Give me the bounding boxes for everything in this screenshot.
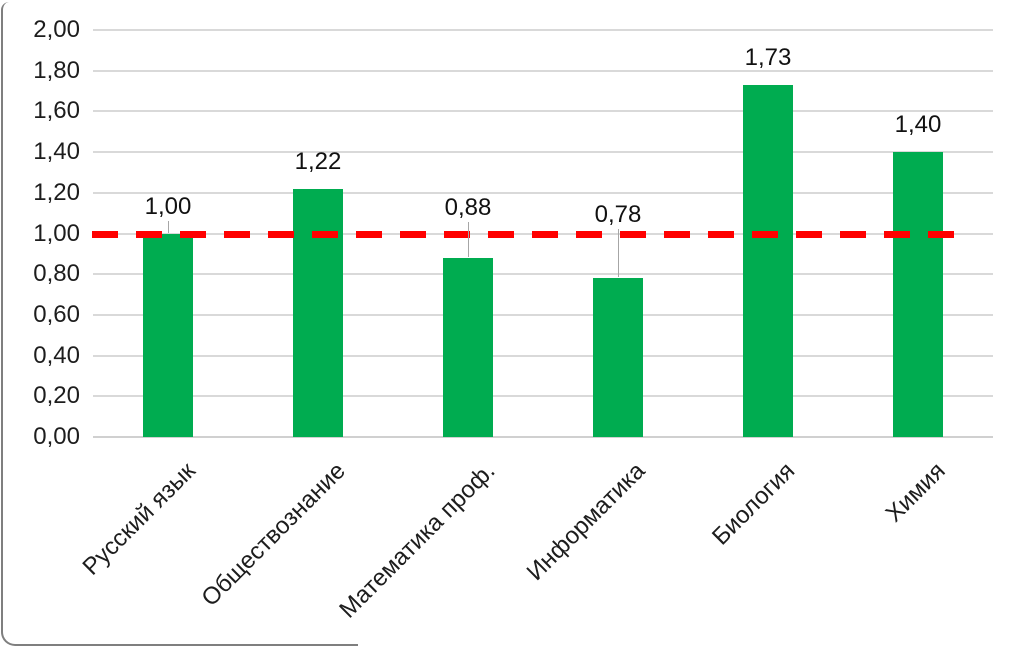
y-tick-label: 0,40: [33, 341, 80, 369]
y-tick-label: 1,40: [33, 138, 80, 166]
bar-value-label: 1,73: [744, 43, 792, 71]
bar-value-label: 0,78: [594, 201, 642, 228]
bar-value-label: 1,22: [294, 147, 342, 175]
gridline: [93, 69, 993, 72]
gridline: [93, 110, 993, 113]
gridline: [93, 29, 993, 31]
y-tick-label: 0,00: [33, 423, 80, 450]
gridline: [93, 273, 993, 276]
bar: [593, 278, 643, 437]
leader-line: [468, 222, 469, 257]
leader-line: [168, 221, 169, 233]
y-tick-label: 0,80: [33, 260, 80, 288]
gridline: [93, 191, 993, 194]
x-category-label: Химия: [880, 457, 951, 528]
y-tick-label: 1,00: [33, 219, 80, 247]
bar: [443, 257, 493, 437]
y-tick-label: 0,60: [33, 300, 80, 328]
bar: [143, 233, 193, 437]
bar: [293, 188, 343, 437]
bar: [743, 84, 793, 437]
x-category-label: Обществознание: [195, 457, 351, 612]
y-tick-label: 0,20: [33, 382, 80, 410]
y-tick-label: 1,80: [33, 56, 80, 84]
gridline: [93, 395, 993, 398]
y-tick-label: 1,20: [33, 178, 80, 206]
bar: [893, 152, 943, 437]
x-category-label: Информатика: [521, 457, 651, 587]
y-tick-label: 1,60: [33, 97, 80, 125]
gridline: [93, 151, 993, 154]
reference-line: [92, 230, 972, 238]
x-axis-line: [93, 436, 993, 438]
x-category-label: Биология: [707, 457, 801, 551]
bar-value-label: 1,40: [894, 111, 942, 139]
x-category-label: Русский язык: [77, 457, 201, 581]
y-tick-label: 2,00: [33, 16, 80, 43]
bar-value-label: 1,00: [144, 193, 192, 220]
x-category-label: Математика проф.: [334, 457, 501, 624]
gridline: [93, 313, 993, 316]
bar-value-label: 0,88: [444, 194, 492, 221]
leader-line: [618, 229, 619, 278]
gridline: [93, 354, 993, 357]
